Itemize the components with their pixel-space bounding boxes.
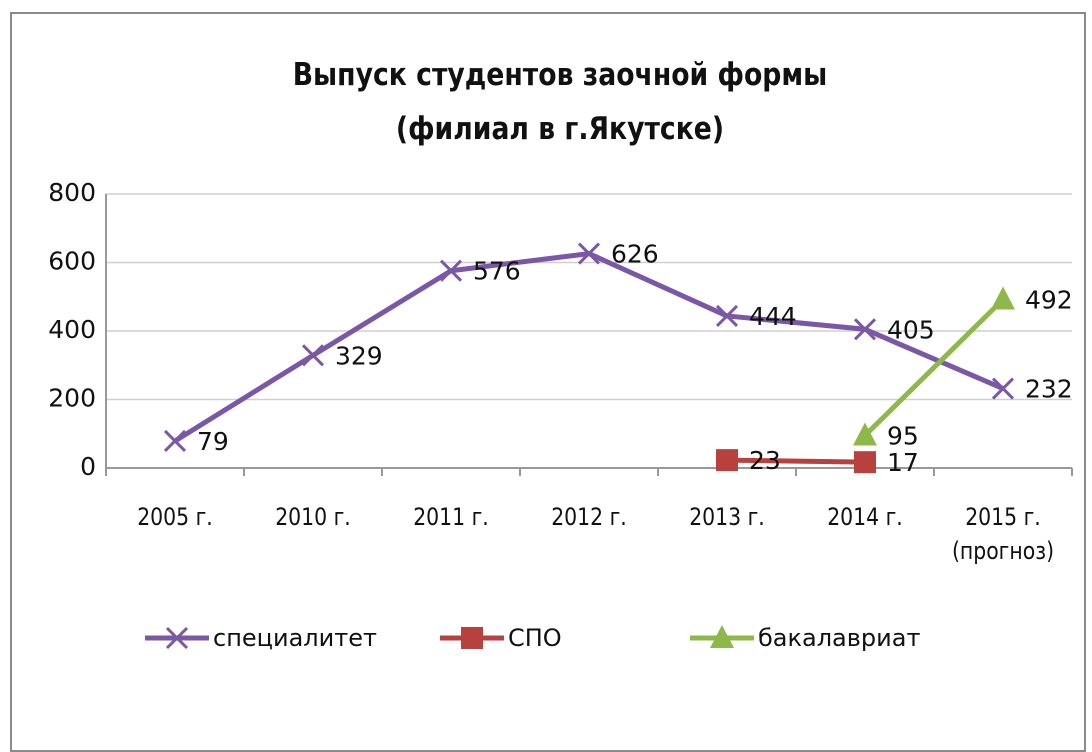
legend-marker xyxy=(165,626,189,650)
legend-label: бакалавриат xyxy=(758,624,920,652)
series-line xyxy=(863,297,1005,438)
data-point xyxy=(715,304,739,327)
x-tick-label: 2010 г. xyxy=(275,503,351,531)
legend-label: СПО xyxy=(508,624,562,652)
data-point xyxy=(439,259,463,282)
legend-marker xyxy=(461,627,483,649)
legend-label: специалитет xyxy=(213,624,377,652)
data-label: 23 xyxy=(749,446,781,475)
data-point xyxy=(301,344,325,367)
y-tick-label: 400 xyxy=(48,315,96,344)
data-point xyxy=(991,377,1015,400)
y-tick-label: 600 xyxy=(48,247,96,276)
data-label: 95 xyxy=(887,421,919,450)
x-tick-label: 2014 г. xyxy=(827,503,903,531)
x-tick-label: 2015 г. (прогноз) xyxy=(951,503,1055,565)
y-tick-label: 200 xyxy=(48,384,96,413)
data-label: 17 xyxy=(887,448,919,477)
chart-title: Выпуск студентов заочной формы (филиал в… xyxy=(292,57,828,147)
data-point xyxy=(163,429,187,453)
data-point xyxy=(577,242,601,265)
data-point xyxy=(854,451,876,474)
data-label: 444 xyxy=(749,302,797,331)
data-label: 626 xyxy=(611,240,659,269)
data-label: 405 xyxy=(887,315,935,344)
y-tick-label: 0 xyxy=(80,452,96,481)
series-line xyxy=(173,251,1004,444)
data-point xyxy=(853,318,877,341)
data-label: 329 xyxy=(335,341,383,370)
y-tick-label: 800 xyxy=(48,178,96,207)
data-point xyxy=(853,422,877,446)
data-point xyxy=(716,449,738,472)
data-label: 492 xyxy=(1025,285,1073,314)
x-tick-label: 2011 г. xyxy=(413,503,489,531)
data-label: 232 xyxy=(1025,375,1073,404)
data-label: 576 xyxy=(473,257,521,286)
data-point xyxy=(991,286,1015,310)
x-tick-label: 2013 г. xyxy=(689,503,765,531)
x-tick-label: 2005 г. xyxy=(137,503,213,531)
x-tick-label: 2012 г. xyxy=(551,503,627,531)
series-line xyxy=(726,457,866,465)
data-label: 79 xyxy=(197,427,229,456)
legend-marker xyxy=(710,625,734,648)
